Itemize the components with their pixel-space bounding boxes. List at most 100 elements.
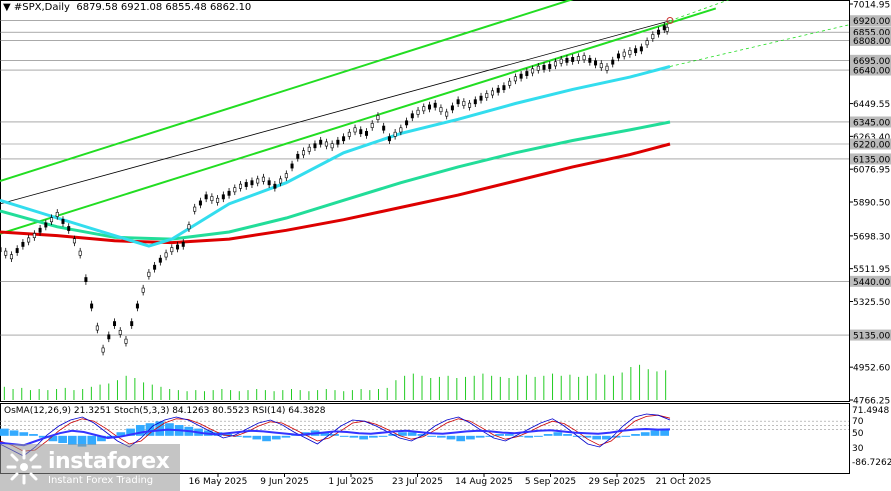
candle-body (605, 65, 609, 71)
candle-body (141, 287, 145, 293)
candle-body (387, 136, 391, 142)
candle-body (496, 87, 500, 93)
candle-body (198, 200, 202, 206)
candle-body (639, 46, 643, 52)
candle-body (61, 219, 65, 224)
x-tick-label: 14 Aug 2025 (455, 477, 513, 487)
x-tick-label: 23 Jul 2025 (392, 477, 443, 487)
osma-bar (339, 435, 349, 437)
symbol-header: ▼ #SPX,Daily 6879.58 6921.08 6855.48 686… (3, 2, 251, 13)
candle-body (164, 252, 168, 258)
candle-body (284, 173, 288, 179)
osma-bar (582, 435, 592, 438)
candle-body (393, 131, 397, 137)
candle-body (588, 57, 592, 63)
osma-bar (97, 435, 106, 442)
ohlc-values: 6879.58 6921.08 6855.48 6862.10 (76, 2, 252, 13)
osma-bar (262, 435, 271, 442)
instaforex-logo-icon (6, 449, 42, 485)
osma-bar (48, 435, 58, 442)
candle-body (473, 99, 477, 105)
candle-body (38, 227, 42, 233)
candle-body (0, 247, 2, 253)
candle-body (450, 105, 454, 111)
osma-bar (446, 435, 456, 440)
logo-background (0, 444, 180, 491)
y-tick-label: 5698.30 (853, 232, 890, 242)
osma-bar (407, 432, 417, 436)
candle-body (628, 50, 632, 55)
osma-bar (466, 435, 475, 440)
osma-bar (602, 435, 611, 440)
osma-bar (155, 421, 165, 436)
candle-body (204, 194, 208, 200)
candle-body (27, 237, 31, 243)
candle-body (193, 206, 197, 212)
osma-bar (640, 432, 650, 436)
indicator-y-label: 71.4948 (852, 406, 889, 416)
candle-body (107, 334, 111, 340)
osma-bar (0, 428, 9, 436)
candle-body (559, 58, 563, 64)
candle-body (130, 321, 134, 327)
candle-body (445, 111, 449, 117)
y-tick-label: 6076.95 (853, 166, 890, 176)
candle-body (50, 217, 54, 223)
candle-body (502, 85, 506, 91)
osma-bar (456, 435, 466, 442)
rsi-line (0, 427, 671, 447)
candle-body (342, 136, 346, 142)
y-tick-label: 5325.50 (853, 298, 890, 308)
indicator-y-label: -86.7262 (852, 458, 891, 468)
x-tick-label: 16 May 2025 (189, 477, 248, 487)
osma-bar (660, 428, 669, 436)
osma-bar (349, 435, 359, 438)
candle-body (67, 226, 71, 231)
y-tick-label: 6920.00 (853, 17, 890, 27)
osma-bar (320, 432, 330, 436)
candle-body (565, 57, 569, 63)
candle-body (519, 73, 523, 79)
osma-bar (398, 432, 407, 436)
osma-bar (495, 434, 504, 436)
candle-body (531, 68, 535, 74)
osma-bar (368, 435, 378, 438)
y-tick-label: 6640.00 (853, 67, 890, 77)
symbol-label: #SPX,Daily (13, 2, 70, 13)
osma-bar (631, 434, 640, 436)
candle-body (611, 59, 615, 65)
osma-bar (9, 430, 19, 436)
candle-body (90, 303, 94, 309)
candle-body (78, 250, 82, 256)
y-level-label-bg (850, 329, 891, 341)
channel-mid-line (0, 20, 671, 205)
candle-body (313, 143, 317, 149)
osma-bar (145, 423, 155, 436)
channel-upper-line (0, 0, 574, 182)
candle-body (405, 120, 409, 126)
osma-bar (359, 435, 368, 440)
candle-body (250, 180, 254, 186)
candle-body (84, 277, 88, 283)
osma-bar (534, 435, 543, 437)
logo-tagline: Instant Forex Trading (48, 475, 154, 486)
osma-bar (233, 435, 242, 437)
candle-body (4, 250, 8, 256)
osma-bar (281, 435, 291, 438)
candle-body (101, 347, 105, 353)
candle-body (536, 65, 540, 71)
osma-bar (116, 432, 126, 436)
y-level-label-bg (850, 34, 891, 46)
candle-body (267, 180, 271, 186)
candle-body (347, 131, 351, 137)
y-level-label-bg (850, 15, 891, 27)
candle-body (256, 178, 260, 184)
y-tick-label: 5135.00 (853, 332, 890, 342)
x-tick-label: 9 Jun 2025 (260, 477, 308, 487)
candle-body (508, 80, 512, 86)
candle-body (32, 233, 36, 238)
candle-body (662, 25, 666, 31)
candle-body (187, 224, 191, 230)
indicator-y-label: 30 (852, 444, 864, 454)
